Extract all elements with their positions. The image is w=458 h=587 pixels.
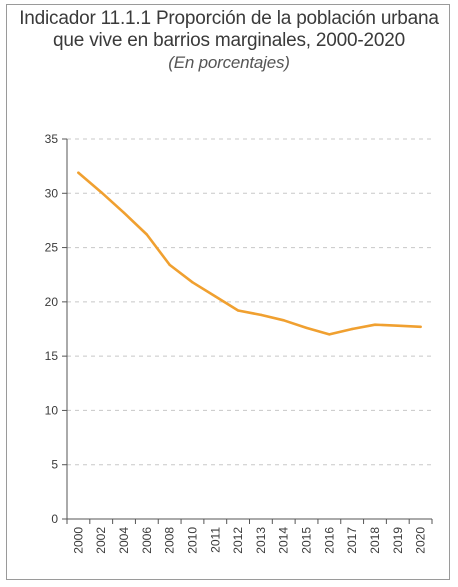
chart-title-block: Indicador 11.1.1 Proporción de la poblac… [0, 8, 458, 74]
y-axis-tick-labels: 0 5 10 15 20 25 30 35 [45, 132, 59, 526]
x-tick-label: 2010 [185, 527, 199, 554]
series-line [77, 171, 422, 336]
data-point [191, 281, 194, 284]
x-tick-label: 2002 [94, 527, 108, 554]
x-tick-label: 2004 [117, 527, 131, 554]
x-tick-label: 2014 [277, 527, 291, 554]
y-tick-label: 20 [45, 295, 59, 309]
series-layer [77, 171, 422, 336]
y-tick-label: 0 [51, 512, 58, 526]
x-tick-label: 2006 [140, 527, 154, 554]
data-point [145, 233, 149, 236]
chart-title-line2: que vive en barrios marginales, 2000-202… [53, 30, 405, 51]
data-point [77, 171, 80, 174]
data-point [305, 326, 308, 330]
y-tick-label: 15 [45, 349, 59, 363]
y-tick-label: 35 [45, 132, 59, 146]
grid-lines [67, 138, 432, 466]
data-point [396, 324, 399, 327]
chart-frame [6, 4, 450, 580]
x-axis-tick-labels: 2000 2002 2004 2006 2008 2010 2011 2012 2013 2014… [71, 527, 427, 554]
data-point [122, 211, 126, 215]
data-point [236, 309, 240, 312]
x-tick-label: 2019 [391, 527, 405, 554]
data-point [350, 327, 354, 331]
x-tick-label: 2016 [322, 527, 336, 554]
data-point [259, 313, 263, 317]
data-point [168, 263, 171, 267]
data-point [282, 319, 285, 322]
chart-title-line1: Indicador 11.1.1 Proporción de la poblac… [19, 8, 439, 29]
x-tick-label: 2012 [231, 527, 245, 554]
x-tick-label: 2011 [208, 527, 222, 553]
data-point [214, 295, 217, 298]
chart-subtitle: (En porcentajes) [168, 53, 290, 72]
y-tick-label: 25 [45, 241, 59, 255]
x-tick-label: 2018 [368, 527, 382, 554]
x-tick-label: 2000 [71, 527, 85, 554]
x-tick-label: 2008 [163, 527, 177, 554]
y-tick-label: 10 [45, 403, 59, 417]
data-point [328, 333, 331, 336]
y-tick-label: 30 [45, 186, 59, 200]
data-point [373, 323, 377, 326]
x-tick-label: 2020 [414, 527, 428, 554]
x-tick-label: 2017 [345, 527, 359, 554]
axes [62, 138, 433, 524]
x-tick-label: 2013 [254, 527, 268, 554]
data-point [100, 191, 103, 194]
y-tick-label: 5 [51, 458, 58, 472]
x-tick-label: 2015 [300, 527, 314, 554]
data-point [419, 325, 422, 329]
